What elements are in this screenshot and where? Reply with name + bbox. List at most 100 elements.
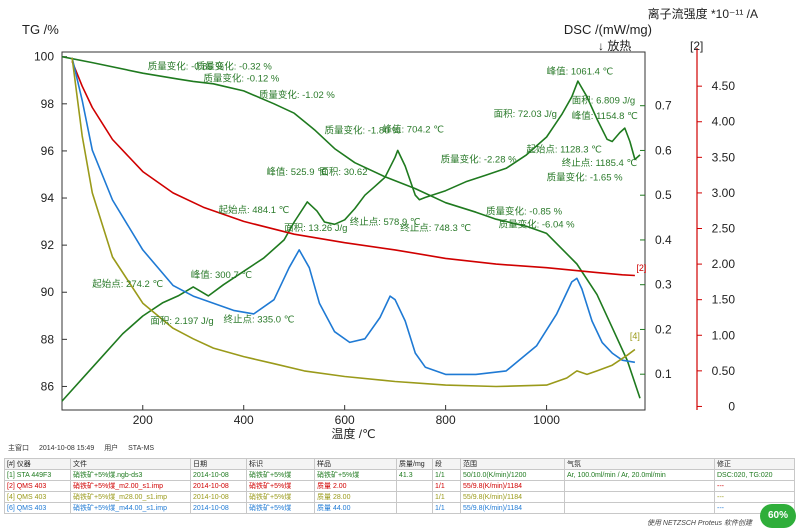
tg-tick-label: 90	[41, 285, 55, 299]
ion-tick-label: 4.00	[712, 115, 736, 129]
table-cell: [2] QMS 403	[4, 480, 71, 492]
plot-frame	[61, 51, 646, 411]
footer-note: 使用 NETZSCH Proteus 软件创建	[646, 520, 752, 527]
curve-end-label: [2]	[636, 263, 646, 273]
tg-tick-label: 94	[41, 191, 55, 205]
chart-annotation: 质量变化: -0.85 %	[148, 61, 225, 73]
table-cell: 硝铁矿+5%煤.ngb-ds3	[70, 469, 191, 481]
table-cell: 2014-10-08	[190, 469, 247, 481]
series-line-1	[61, 80, 641, 402]
ion-tick-label: 3.00	[712, 186, 736, 200]
x-tick-label: 1000	[533, 413, 560, 427]
ion-tick-label: 0	[728, 399, 735, 413]
table-cell: 硝铁矿+5%煤	[246, 491, 315, 503]
table-cell: 2014-10-08	[190, 502, 247, 514]
dsc-tick-label: 0.7	[655, 99, 672, 113]
chart-annotation: 终止点: 578.9 ℃	[350, 216, 421, 228]
table-cell: [1] STA 449F3	[4, 469, 71, 481]
window-label: 主窗口	[8, 445, 29, 452]
chart-annotation: 起始点: 484.1 ℃	[218, 204, 289, 216]
table-cell: 55/9.8(K/min)/1184	[460, 491, 565, 503]
col-correction: 修正	[714, 458, 795, 470]
table-cell	[396, 502, 433, 514]
chart-annotation: 峰值: 704.2 ℃	[383, 124, 445, 136]
table-cell: 1/1	[432, 480, 461, 492]
col-id: 标识	[246, 458, 315, 470]
chart-annotation: 面积: 30.62	[319, 166, 367, 178]
ion-tick-label: 1.50	[712, 293, 736, 307]
chart-annotation: 峰值: 1154.8 ℃	[572, 110, 638, 122]
chart-annotation: 面积: 72.03 J/g	[494, 108, 557, 120]
table-cell: 硝铁矿+5%煤	[314, 469, 397, 481]
zoom-badge[interactable]: 60%	[760, 504, 796, 528]
chart-annotation: 终止点: 748.3 ℃	[400, 222, 471, 234]
table-cell: ---	[714, 480, 795, 492]
chart-annotation: 起始点: 274.2 ℃	[92, 278, 163, 290]
curve-end-label: [4]	[630, 331, 640, 341]
table-cell: 质量 44.00	[314, 502, 397, 514]
table-cell	[564, 491, 715, 503]
dsc-tick-label: 0.1	[655, 367, 672, 381]
table-cell: 硝铁矿+5%煤_m44.00_s1.imp	[70, 502, 191, 514]
table-cell: 50/10.0(K/min)/1200	[460, 469, 565, 481]
table-cell: 硝铁矿+5%煤_m2.00_s1.imp	[70, 480, 191, 492]
chart-annotation: 面积: 6.809 J/g	[572, 94, 635, 106]
table-cell: 质量 2.00	[314, 480, 397, 492]
chart-annotation: 面积: 2.197 J/g	[150, 315, 213, 327]
table-cell: 55/9.8(K/min)/1184	[460, 502, 565, 514]
chart-annotation: 质量变化: -1.65 %	[547, 171, 624, 183]
dsc-tick-label: 0.4	[655, 233, 672, 247]
x-tick-label: 400	[234, 413, 254, 427]
tg-tick-label: 92	[41, 238, 55, 252]
table-cell: 硝铁矿+5%煤	[246, 480, 315, 492]
table-cell: 质量 28.00	[314, 491, 397, 503]
tg-tick-label: 96	[41, 144, 55, 158]
dsc-tick-label: 0.3	[655, 278, 672, 292]
ion-axis-index: [2]	[690, 39, 703, 53]
chart-annotation: 起始点: 1128.3 ℃	[526, 144, 602, 156]
table-row: [1] STA 449F3 硝铁矿+5%煤.ngb-ds3 2014-10-08 硝铁…	[4, 469, 795, 481]
tg-tick-label: 88	[41, 332, 55, 346]
table-cell: 2014-10-08	[190, 491, 247, 503]
table-header-row: [#] 仪器 文件 日期 标识 样品 质量/mg 段 范围 气氛 修正	[4, 458, 795, 470]
table-cell: 2014-10-08	[190, 480, 247, 492]
table-cell: 硝铁矿+5%煤	[246, 502, 315, 514]
table-row: [2] QMS 403 硝铁矿+5%煤_m2.00_s1.imp 2014-10-0…	[4, 480, 795, 492]
chart-annotation: 质量变化: -1.02 %	[259, 89, 336, 101]
table-cell: DSC:020, TG:020	[714, 469, 795, 481]
table-row: [6] QMS 403 硝铁矿+5%煤_m44.00_s1.imp 2014-10-…	[4, 502, 795, 514]
col-segment: 段	[432, 458, 461, 470]
tg-axis-label: TG /%	[22, 22, 59, 37]
chart-annotation: 峰值: 300.7 ℃	[191, 269, 253, 281]
chart-annotation: 峰值: 525.9 ℃	[266, 166, 328, 178]
chart-annotation: 质量变化: -0.12 %	[203, 72, 280, 84]
tg-tick-label: 86	[41, 379, 55, 393]
series-line-4	[71, 57, 636, 388]
user-label: 用户	[104, 445, 119, 452]
table-cell: 硝铁矿+5%煤_m28.00_s1.imp	[70, 491, 191, 503]
tg-tick-label: 98	[41, 97, 55, 111]
x-tick-label: 200	[133, 413, 153, 427]
chart-annotation: 质量变化: -0.32 %	[196, 61, 273, 73]
x-tick-label: 600	[335, 413, 355, 427]
table-cell: [4] QMS 403	[4, 491, 71, 503]
table-cell: 硝铁矿+5%煤	[246, 469, 315, 481]
table-row: [4] QMS 403 硝铁矿+5%煤_m28.00_s1.imp 2014-10-…	[4, 491, 795, 503]
table-cell: 1/1	[432, 502, 461, 514]
dsc-exo-direction: ↓ 放热	[598, 38, 631, 53]
col-mass: 质量/mg	[396, 458, 433, 470]
chart-annotation: 质量变化: -6.04 %	[499, 218, 576, 230]
meta-user: STA-MS	[128, 445, 155, 452]
x-axis-label: 温度 /℃	[331, 426, 375, 441]
chart-annotation: 终止点: 1185.4 ℃	[562, 157, 638, 169]
table-cell: 1/1	[432, 469, 461, 481]
series-line-0	[61, 55, 641, 399]
table-cell: [6] QMS 403	[4, 502, 71, 514]
col-instrument: [#] 仪器	[4, 458, 71, 470]
table-cell: 55/9.8(K/min)/1184	[460, 480, 565, 492]
meta-line: 主窗口 2014-10-08 15:49 用户 STA-MS	[8, 443, 162, 453]
meta-datetime: 2014-10-08 15:49	[38, 445, 95, 452]
dsc-tick-label: 0.5	[655, 188, 672, 202]
col-atmosphere: 气氛	[564, 458, 715, 470]
